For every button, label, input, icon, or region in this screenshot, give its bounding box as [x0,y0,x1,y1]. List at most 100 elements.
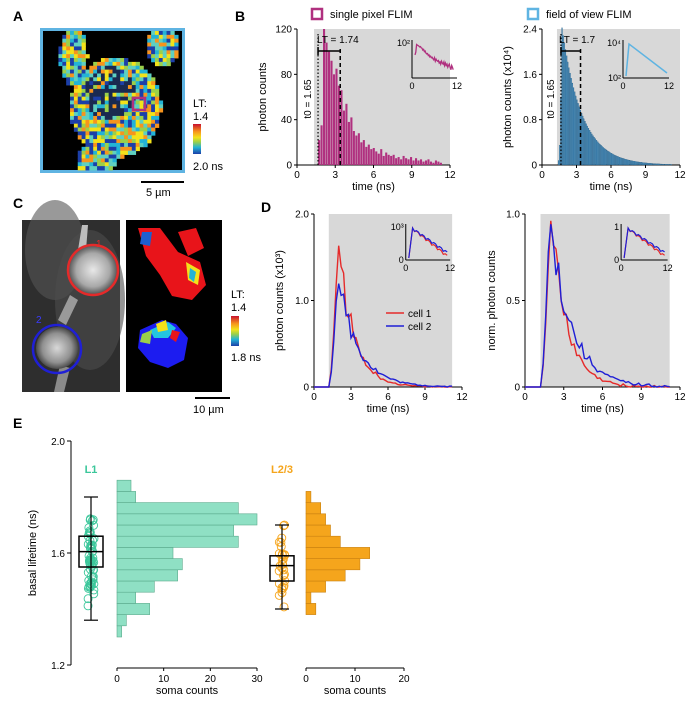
image-pixel [135,77,140,82]
image-pixel [108,61,113,67]
image-pixel [143,77,148,82]
image-pixel [158,61,164,67]
histogram-bar [342,110,345,165]
image-pixel [93,100,98,105]
inset-y-tick-top: 1 [614,222,619,232]
image-pixel [100,131,106,136]
image-pixel [81,61,86,67]
image-pixel [127,77,133,82]
image-pixel [124,127,129,132]
image-pixel [73,34,79,40]
image-pixel [73,85,79,90]
image-pixel [100,119,106,125]
image-pixel [158,54,164,59]
image-pixel [97,142,102,148]
histogram-bar [591,133,593,166]
y-tick-label: 2.0 [295,210,309,221]
image-pixel [124,142,129,148]
image-pixel [70,38,75,43]
histogram-bar [400,159,403,165]
image-pixel [127,73,133,78]
image-pixel [147,73,152,78]
image-pixel [66,34,71,40]
image-pixel [104,142,110,148]
image-pixel [151,112,156,117]
image-pixel [112,131,117,136]
image-pixel [81,85,86,90]
image-pixel [124,135,129,140]
image-pixel [158,38,164,43]
histogram-bar [559,145,561,166]
image-pixel [108,166,113,171]
image-pixel [100,139,106,144]
image-pixel [81,139,86,144]
image-pixel [158,42,164,47]
inset-curve [414,43,454,70]
histogram-bar [658,163,660,166]
image-pixel [120,127,125,132]
image-pixel [112,123,117,128]
image-pixel [77,46,83,51]
image-pixel [100,123,106,128]
image-pixel [85,54,90,59]
image-pixel [81,73,86,78]
image-pixel [70,104,75,109]
t0-label: t0 = 1.65 [303,79,314,119]
image-pixel [143,135,148,140]
histogram-bar [621,157,623,166]
image-pixel [135,119,140,125]
roi-circle-cell-1 [66,243,120,297]
image-pixel [89,123,94,128]
image-pixel [154,92,160,98]
y-tick-label: 40 [281,115,293,126]
colorbar-a [193,124,201,154]
image-pixel [116,96,121,101]
image-pixel [77,108,83,113]
image-pixel [85,112,90,117]
image-pixel [97,100,102,105]
histogram-bar [375,151,378,165]
lt-label: LT = 1.74 [317,35,359,46]
image-pixel [143,88,148,94]
image-pixel [77,31,83,36]
image-pixel [100,69,106,74]
image-pixel [154,38,160,43]
image-pixel [120,142,125,148]
image-pixel [170,38,175,43]
histogram-bar [603,148,606,166]
image-pixel [73,104,79,109]
image-pixel [143,139,148,144]
image-pixel [89,73,94,78]
image-pixel [131,146,137,152]
y-axis-title: photon counts (x10³) [274,250,286,351]
histogram-bar [370,149,373,165]
x-tick-label: 6 [371,170,377,181]
image-pixel [135,92,140,98]
x-tick-label: 9 [409,170,415,181]
image-pixel [70,58,75,63]
legend-label: single pixel FLIM [330,9,413,21]
histogram-bar [116,502,239,515]
image-pixel [139,139,144,144]
inset-y-tick-top: 10³ [391,222,404,232]
image-pixel [112,158,117,163]
histogram-bar [606,150,608,166]
image-pixel [73,31,79,36]
histogram-bar [597,141,599,166]
image-pixel [73,73,79,78]
image-pixel [108,146,113,152]
image-pixel [170,46,175,51]
chart-decay-normalized: 0 3 6 9 12 0 0.5 1.0 time (ns) norm. photon count… [486,210,686,416]
image-pixel [89,119,94,125]
x-axis-title: time (ns) [352,181,395,193]
image-pixel [93,150,98,155]
image-pixel [135,146,140,152]
image-pixel [70,92,75,98]
y-tick-label: 2.4 [523,25,537,36]
image-pixel [127,81,133,86]
image-pixel [139,112,144,117]
image-pixel [147,88,152,94]
image-pixel [174,42,179,47]
y-axis-title: norm. photon counts [486,250,498,351]
image-pixel [89,146,94,152]
